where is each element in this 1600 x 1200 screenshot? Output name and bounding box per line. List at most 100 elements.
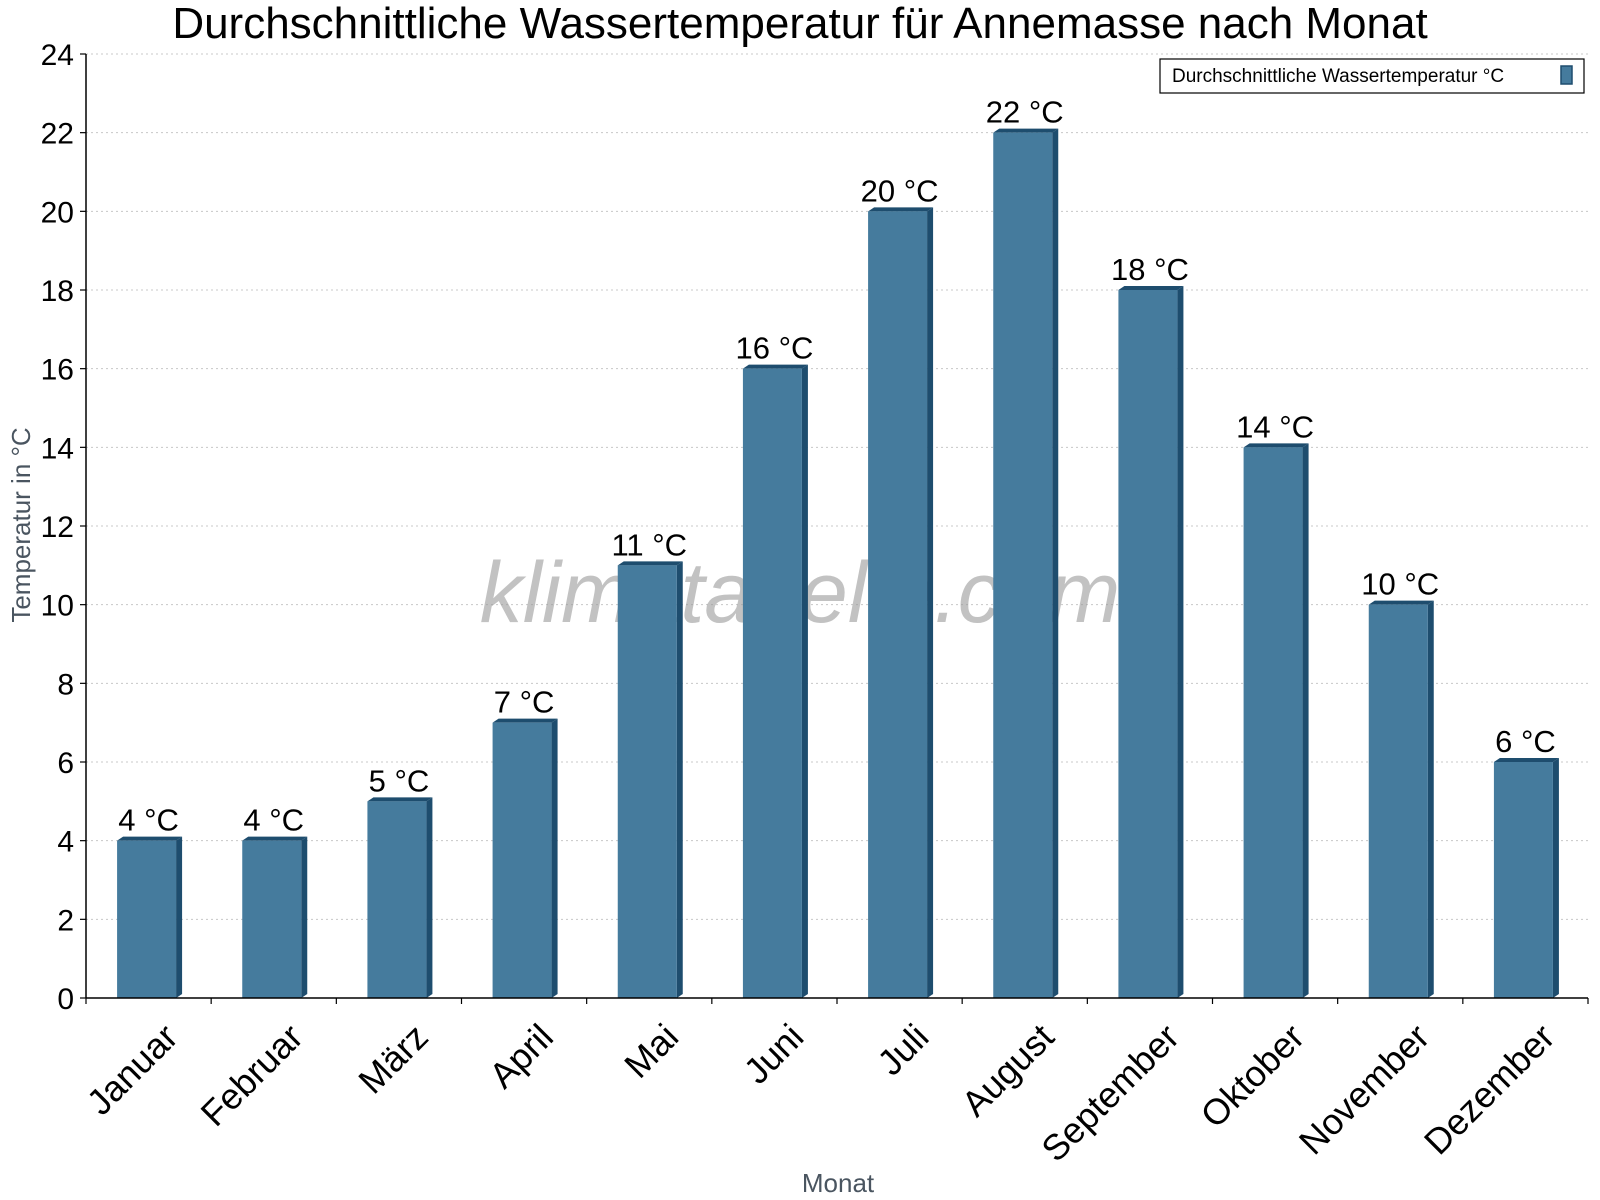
data-label: 4 °C: [118, 803, 179, 838]
axes: [80, 53, 1589, 1004]
x-tick-label: März: [350, 1016, 436, 1102]
bar-top: [868, 207, 934, 212]
bar-top: [1118, 286, 1184, 290]
y-tick-label: 20: [41, 196, 74, 229]
y-tick-label: 10: [41, 590, 74, 623]
y-tick-label: 6: [57, 747, 74, 780]
bar-side: [801, 364, 808, 999]
bar-side: [301, 836, 308, 998]
legend: Durchschnittliche Wassertemperatur °C: [1159, 58, 1585, 94]
grid-lines: [86, 53, 1588, 920]
data-label: 18 °C: [1111, 252, 1189, 287]
bar-side: [1052, 128, 1059, 998]
bar-top: [242, 836, 308, 841]
bar: [1368, 600, 1434, 998]
x-tick-label: Dezember: [1416, 1016, 1562, 1162]
x-tick-label: Februar: [193, 1016, 311, 1134]
bar-front: [1368, 604, 1428, 998]
y-tick-label: 2: [57, 904, 74, 937]
y-tick-label: 16: [41, 354, 74, 387]
x-tick-label: Januar: [79, 1016, 186, 1123]
bar-front: [492, 722, 552, 998]
bar: [1118, 286, 1184, 998]
bar: [1243, 443, 1309, 998]
bar: [868, 207, 934, 999]
x-axis-title: Monat: [802, 1168, 875, 1198]
bar: [242, 836, 308, 998]
bar-side: [1177, 286, 1184, 998]
x-tick-label: Juni: [736, 1016, 812, 1092]
bars: [117, 128, 1559, 999]
bar-top: [1493, 758, 1559, 762]
bar-top: [1243, 443, 1309, 448]
x-tick-labels: Januar Februar März April Mai Juni Juli AugustS…: [79, 1016, 1563, 1170]
bar: [742, 364, 808, 999]
bar-side: [676, 561, 683, 998]
bar: [492, 718, 558, 998]
legend-label: Durchschnittliche Wassertemperatur °C: [1172, 66, 1504, 87]
bar-front: [1493, 762, 1553, 998]
bar-front: [742, 368, 802, 999]
bar-front: [367, 801, 427, 998]
bar-top: [1368, 600, 1434, 605]
bar-side: [1302, 443, 1309, 998]
bar-front: [868, 211, 928, 999]
bar: [1493, 758, 1559, 998]
y-tick-label: 0: [57, 983, 74, 1016]
data-labels: 4 °C 4 °C 5 °C 7 °C 11 °C 16 °C 20 °C 22 °C 18 °…: [118, 95, 1555, 838]
legend-box: [1159, 58, 1585, 94]
data-label: 14 °C: [1236, 409, 1314, 444]
bar: [993, 128, 1059, 998]
bar-front: [1243, 447, 1303, 998]
data-label: 20 °C: [861, 173, 939, 208]
bar-side: [927, 207, 934, 999]
bar-side: [426, 797, 433, 998]
x-tick-label: November: [1291, 1016, 1437, 1162]
bar-front: [993, 132, 1053, 998]
bar: [117, 836, 183, 998]
y-tick-label: 22: [41, 118, 74, 151]
bar-front: [1118, 290, 1178, 998]
bar-top: [367, 797, 433, 802]
bar-side: [1427, 600, 1434, 998]
data-label: 22 °C: [986, 95, 1064, 130]
y-tick-label: 14: [41, 432, 74, 465]
bar: [367, 797, 433, 998]
y-tick-label: 12: [41, 511, 74, 544]
bar-front: [617, 565, 677, 998]
data-label: 7 °C: [494, 685, 555, 720]
chart-title: Durchschnittliche Wassertemperatur für A…: [172, 0, 1427, 48]
bar-top: [742, 364, 808, 369]
bar-top: [993, 128, 1059, 133]
bar-top: [117, 836, 183, 841]
data-label: 10 °C: [1361, 567, 1439, 602]
y-tick-label: 4: [57, 826, 74, 859]
x-tick-label: Oktober: [1192, 1016, 1312, 1136]
y-axis-title: Temperatur in °C: [6, 427, 36, 622]
data-label: 11 °C: [611, 527, 687, 562]
x-tick-label: Juli: [869, 1016, 936, 1083]
x-tick-label: April: [481, 1016, 561, 1096]
bar: [617, 561, 683, 998]
y-tick-label: 24: [41, 39, 74, 72]
data-label: 16 °C: [735, 331, 813, 366]
y-tick-label: 8: [57, 668, 74, 701]
x-tick-label: Mai: [616, 1016, 686, 1086]
bar-top: [617, 561, 683, 566]
data-label: 5 °C: [369, 763, 430, 798]
bar-side: [176, 836, 183, 998]
y-tick-label: 18: [41, 275, 74, 308]
bar-side: [551, 718, 558, 998]
legend-swatch: [1560, 65, 1573, 85]
x-tick-label: September: [1033, 1016, 1187, 1170]
bar-front: [242, 840, 302, 998]
bar-side: [1552, 758, 1559, 998]
x-tick-label: August: [953, 1016, 1061, 1124]
data-label: 4 °C: [243, 803, 304, 838]
bar-top: [492, 718, 558, 723]
bar-front: [117, 840, 177, 998]
data-label: 6 °C: [1495, 724, 1556, 759]
